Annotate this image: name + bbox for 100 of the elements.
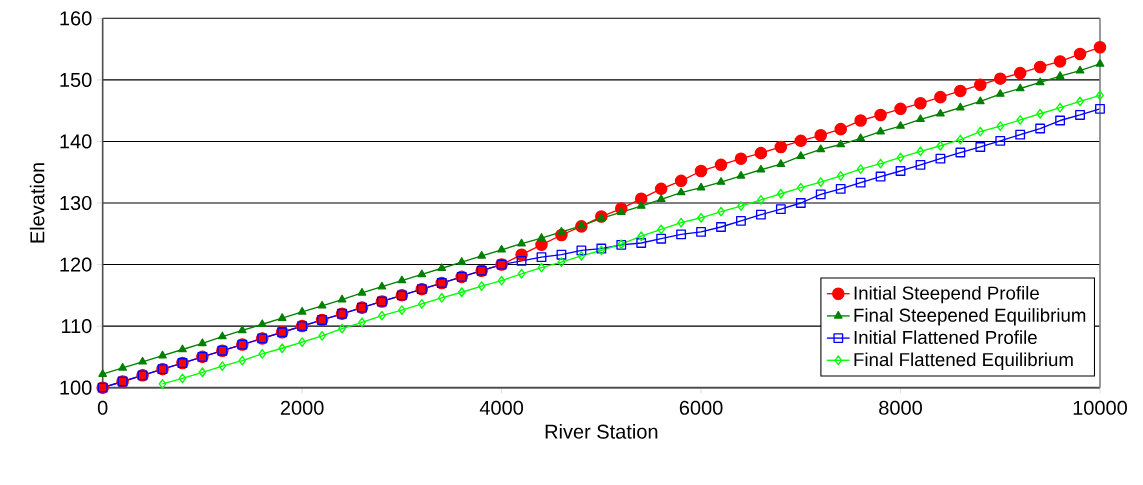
point — [834, 122, 847, 136]
point — [298, 337, 307, 348]
point — [1015, 83, 1025, 92]
point — [894, 102, 907, 116]
point — [656, 194, 666, 203]
x-tick-label: 6000 — [679, 400, 723, 415]
point — [1075, 65, 1085, 74]
point — [874, 108, 887, 122]
point — [975, 142, 986, 152]
point — [976, 126, 985, 137]
point — [1095, 103, 1105, 114]
point — [776, 188, 785, 199]
point — [736, 215, 746, 226]
point — [477, 281, 486, 292]
point — [737, 201, 745, 212]
point — [916, 146, 925, 157]
point — [1053, 55, 1067, 68]
point — [1015, 129, 1026, 140]
point — [537, 233, 546, 241]
point — [796, 151, 806, 160]
point — [437, 292, 446, 303]
point — [935, 153, 946, 164]
point — [674, 174, 688, 188]
point — [755, 209, 766, 220]
point — [936, 108, 945, 117]
y-tick-label: 160 — [60, 11, 92, 26]
point — [694, 164, 708, 178]
point — [1036, 108, 1045, 119]
point — [358, 317, 366, 328]
point — [757, 194, 765, 205]
point — [1035, 77, 1045, 86]
point — [357, 287, 367, 296]
point — [297, 307, 307, 315]
point — [795, 198, 806, 208]
point — [1013, 66, 1027, 80]
point — [556, 249, 567, 260]
point — [318, 331, 326, 341]
point — [1056, 102, 1064, 113]
point — [537, 262, 546, 273]
x-tick-label: 2000 — [280, 400, 324, 415]
legend-label: Final Steepened Equilibrium — [854, 308, 1086, 326]
point — [657, 224, 666, 235]
y-tick-label: 120 — [60, 257, 92, 272]
point — [856, 164, 865, 175]
point — [317, 300, 327, 309]
point — [716, 177, 726, 185]
x-axis-title: River Station — [545, 424, 658, 439]
point — [536, 252, 547, 263]
point — [816, 177, 825, 187]
point — [257, 319, 267, 328]
y-tick-label: 150 — [60, 72, 92, 87]
point — [856, 133, 865, 142]
point — [796, 182, 805, 193]
point — [814, 129, 828, 142]
point — [277, 313, 287, 321]
y-axis-title: Elevation — [29, 163, 45, 243]
point — [158, 379, 167, 389]
point — [118, 363, 127, 371]
point — [975, 96, 985, 105]
point — [994, 72, 1007, 85]
point — [577, 250, 586, 261]
point — [497, 244, 506, 253]
point — [1055, 71, 1065, 79]
point — [854, 114, 867, 127]
point — [896, 121, 905, 129]
point — [716, 222, 726, 232]
point — [895, 166, 906, 176]
point — [1075, 110, 1085, 120]
point — [916, 114, 925, 123]
point — [218, 361, 227, 372]
x-tick-label: 4000 — [479, 400, 524, 415]
point — [1035, 123, 1046, 134]
point — [836, 170, 845, 181]
point — [497, 275, 506, 286]
point — [915, 159, 926, 170]
point — [875, 171, 886, 182]
x-tick-label: 8000 — [879, 400, 922, 415]
point — [397, 275, 407, 284]
point — [974, 78, 987, 92]
point — [954, 84, 967, 98]
point — [696, 182, 706, 191]
point — [178, 344, 187, 353]
point — [774, 140, 788, 154]
point — [876, 158, 885, 169]
point — [1055, 115, 1066, 126]
point — [178, 373, 187, 384]
point — [754, 146, 768, 160]
y-tick-label: 100 — [60, 380, 92, 395]
point — [338, 323, 346, 334]
point — [654, 182, 668, 196]
point — [576, 245, 587, 256]
point — [914, 97, 927, 110]
point — [636, 238, 647, 248]
x-tick-label: 10000 — [1073, 400, 1127, 415]
point — [417, 269, 427, 278]
point — [557, 226, 566, 235]
legend-label: Initial Steepend Profile — [854, 285, 1039, 304]
point — [656, 233, 667, 244]
point — [378, 310, 386, 321]
legend-label: Initial Flattened Profile — [854, 330, 1037, 345]
